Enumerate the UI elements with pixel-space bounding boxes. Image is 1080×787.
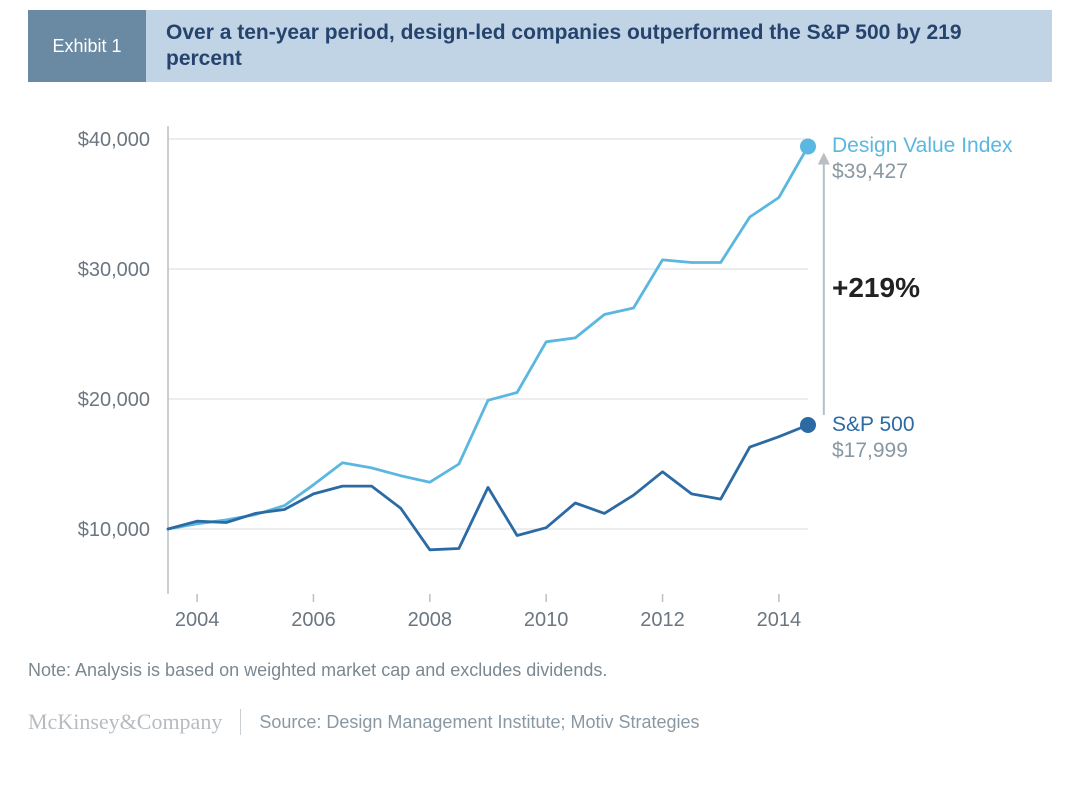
line-chart-svg: $10,000 $20,000 $30,000 $40,000 2004 2006 2008… (28, 116, 1052, 656)
svg-text:$40,000: $40,000 (78, 129, 150, 151)
svg-text:$20,000: $20,000 (78, 389, 150, 411)
series-label-sp500: S&P 500 (832, 413, 915, 437)
svg-text:2010: 2010 (524, 609, 569, 631)
series-endvalue-dvi: $39,427 (832, 160, 1013, 184)
footer-divider (240, 709, 241, 735)
title-bar: Over a ten-year period, design-led compa… (146, 10, 1052, 82)
footer: McKinsey&Company Source: Design Manageme… (28, 709, 1052, 735)
svg-text:2012: 2012 (640, 609, 685, 631)
series-label-dvi: Design Value Index (832, 134, 1013, 158)
svg-text:2004: 2004 (175, 609, 220, 631)
svg-text:2008: 2008 (408, 609, 453, 631)
source-text: Source: Design Management Institute; Mot… (259, 712, 699, 733)
exhibit-root: Exhibit 1 Over a ten-year period, design… (0, 0, 1080, 787)
delta-callout: +219% (832, 272, 920, 304)
chart-note: Note: Analysis is based on weighted mark… (28, 660, 1052, 681)
series-endvalue-sp500: $17,999 (832, 439, 915, 463)
svg-text:$30,000: $30,000 (78, 259, 150, 281)
exhibit-tab: Exhibit 1 (28, 10, 146, 82)
legend-sp500: S&P 500 $17,999 (832, 413, 915, 463)
brand-logo-text: McKinsey&Company (28, 709, 222, 735)
header: Exhibit 1 Over a ten-year period, design… (28, 10, 1052, 82)
chart-area: $10,000 $20,000 $30,000 $40,000 2004 2006 2008… (28, 116, 1052, 656)
svg-text:2006: 2006 (291, 609, 336, 631)
exhibit-label: Exhibit 1 (52, 36, 121, 57)
svg-text:2014: 2014 (757, 609, 802, 631)
legend-design-value-index: Design Value Index $39,427 (832, 134, 1013, 184)
chart-title: Over a ten-year period, design-led compa… (166, 20, 1032, 73)
svg-text:$10,000: $10,000 (78, 519, 150, 541)
